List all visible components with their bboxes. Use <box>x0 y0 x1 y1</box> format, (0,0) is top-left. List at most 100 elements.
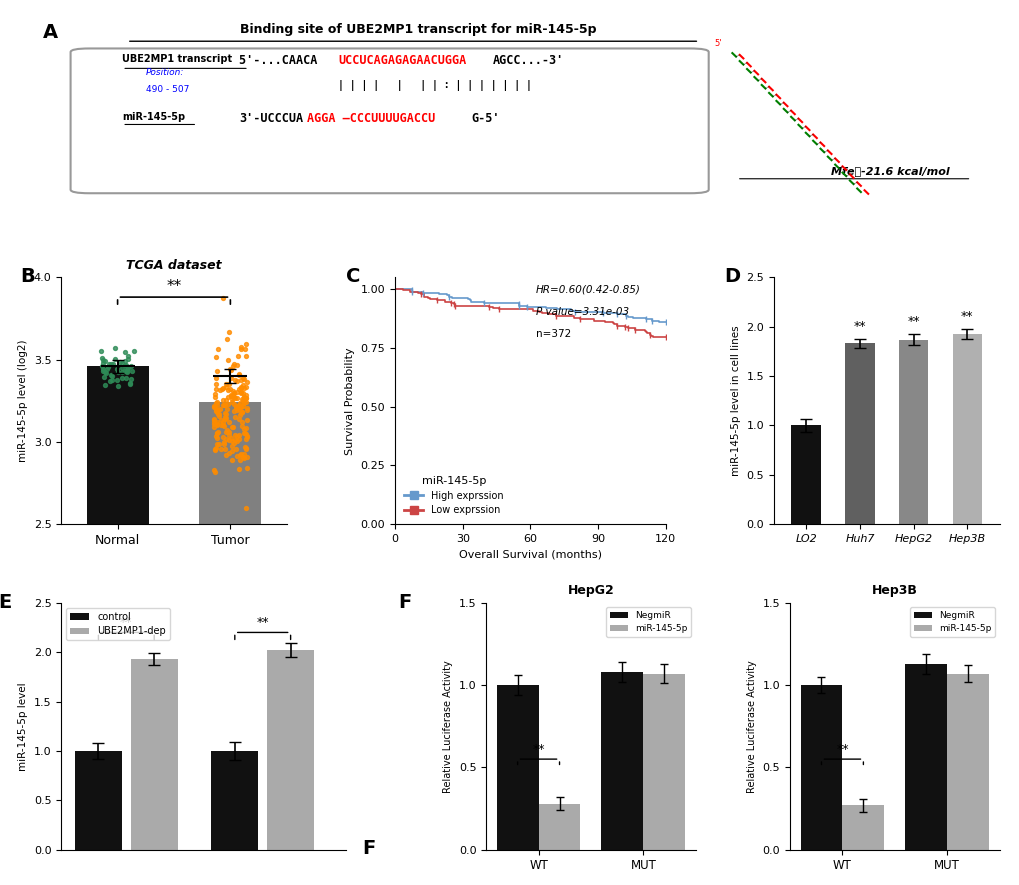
Point <box>230 427 247 442</box>
Bar <box>74 750 122 850</box>
Text: **: ** <box>532 743 544 756</box>
Point <box>226 404 243 418</box>
Point <box>228 398 245 412</box>
Point <box>116 364 132 378</box>
Point <box>237 349 254 363</box>
Point <box>216 436 232 450</box>
FancyBboxPatch shape <box>70 49 708 193</box>
Point <box>224 395 240 409</box>
Point <box>233 419 250 434</box>
Point <box>230 432 247 446</box>
Text: Binding site of UBE2MP1 transcript for miR-145-5p: Binding site of UBE2MP1 transcript for m… <box>239 23 595 36</box>
Point <box>230 412 247 426</box>
Point <box>234 372 251 386</box>
Point <box>210 403 226 417</box>
Point <box>235 447 252 461</box>
Point <box>117 354 133 368</box>
Point <box>225 384 242 398</box>
Point <box>210 409 226 423</box>
Point <box>216 397 232 412</box>
Point <box>230 462 247 476</box>
Point <box>213 419 229 433</box>
Point <box>237 501 254 515</box>
Point <box>237 421 254 435</box>
Bar <box>538 804 580 850</box>
Point <box>222 382 238 396</box>
Point <box>237 433 254 447</box>
Point <box>213 382 229 396</box>
Legend: control, UBE2MP1-dep: control, UBE2MP1-dep <box>66 608 169 641</box>
Point <box>206 412 222 427</box>
Text: **: ** <box>907 315 919 327</box>
Bar <box>800 685 842 850</box>
Point <box>221 325 237 339</box>
Point <box>228 442 245 457</box>
Point <box>218 380 234 394</box>
Point <box>101 358 117 372</box>
Point <box>229 399 246 413</box>
Point <box>208 397 224 412</box>
Point <box>228 401 245 415</box>
Text: P value=3.31e-03: P value=3.31e-03 <box>535 307 629 317</box>
Point <box>93 343 109 358</box>
Point <box>230 366 247 381</box>
Text: UCCUCAGAGAGAACUGGA: UCCUCAGAGAGAACUGGA <box>337 54 466 67</box>
Point <box>215 291 231 305</box>
Bar <box>267 650 314 850</box>
Point <box>237 391 254 405</box>
Point <box>237 391 254 405</box>
Point <box>207 442 223 457</box>
Point <box>209 427 225 441</box>
Point <box>238 374 255 389</box>
Point <box>214 393 230 407</box>
Point <box>235 396 252 411</box>
Point <box>230 350 247 364</box>
Point <box>232 400 249 414</box>
Point <box>95 356 111 370</box>
Legend: NegmiR, miR-145-5p: NegmiR, miR-145-5p <box>605 607 691 637</box>
Point <box>223 371 239 385</box>
Point <box>228 404 245 418</box>
Point <box>209 419 225 433</box>
Point <box>108 373 124 388</box>
Point <box>218 407 234 421</box>
Point <box>116 358 132 373</box>
Point <box>234 393 251 407</box>
Point <box>238 460 255 474</box>
Point <box>238 429 255 443</box>
Y-axis label: miR-145-5p level (log2): miR-145-5p level (log2) <box>18 340 29 462</box>
Point <box>226 428 243 442</box>
Y-axis label: Relative Luciferase Activity: Relative Luciferase Activity <box>443 660 452 793</box>
Point <box>213 412 229 427</box>
Point <box>104 369 120 383</box>
Point <box>120 351 137 366</box>
Point <box>224 444 240 458</box>
Text: B: B <box>20 267 36 287</box>
Title: TCGA dataset: TCGA dataset <box>126 259 221 272</box>
Point <box>232 453 249 467</box>
Point <box>102 373 118 388</box>
Legend: High exprssion, Low exprssion: High exprssion, Low exprssion <box>399 472 507 519</box>
Point <box>122 358 139 373</box>
Point <box>219 353 235 367</box>
Point <box>206 415 222 429</box>
Point <box>217 410 233 424</box>
Bar <box>842 805 883 850</box>
Point <box>231 367 248 381</box>
Point <box>217 448 233 462</box>
Y-axis label: miR-145-5p level in cell lines: miR-145-5p level in cell lines <box>731 326 740 476</box>
Point <box>103 373 119 388</box>
Point <box>235 381 252 395</box>
Point <box>218 377 234 391</box>
Point <box>226 373 243 388</box>
Point <box>207 387 223 401</box>
Point <box>224 439 240 453</box>
Bar <box>791 426 820 524</box>
Point <box>228 385 245 399</box>
Text: **: ** <box>120 617 132 629</box>
Point <box>231 396 248 411</box>
Text: AGGA —CCCUUUUGACCU: AGGA —CCCUUUUGACCU <box>307 112 435 125</box>
Point <box>223 431 239 445</box>
Point <box>238 401 255 415</box>
Point <box>218 425 234 439</box>
